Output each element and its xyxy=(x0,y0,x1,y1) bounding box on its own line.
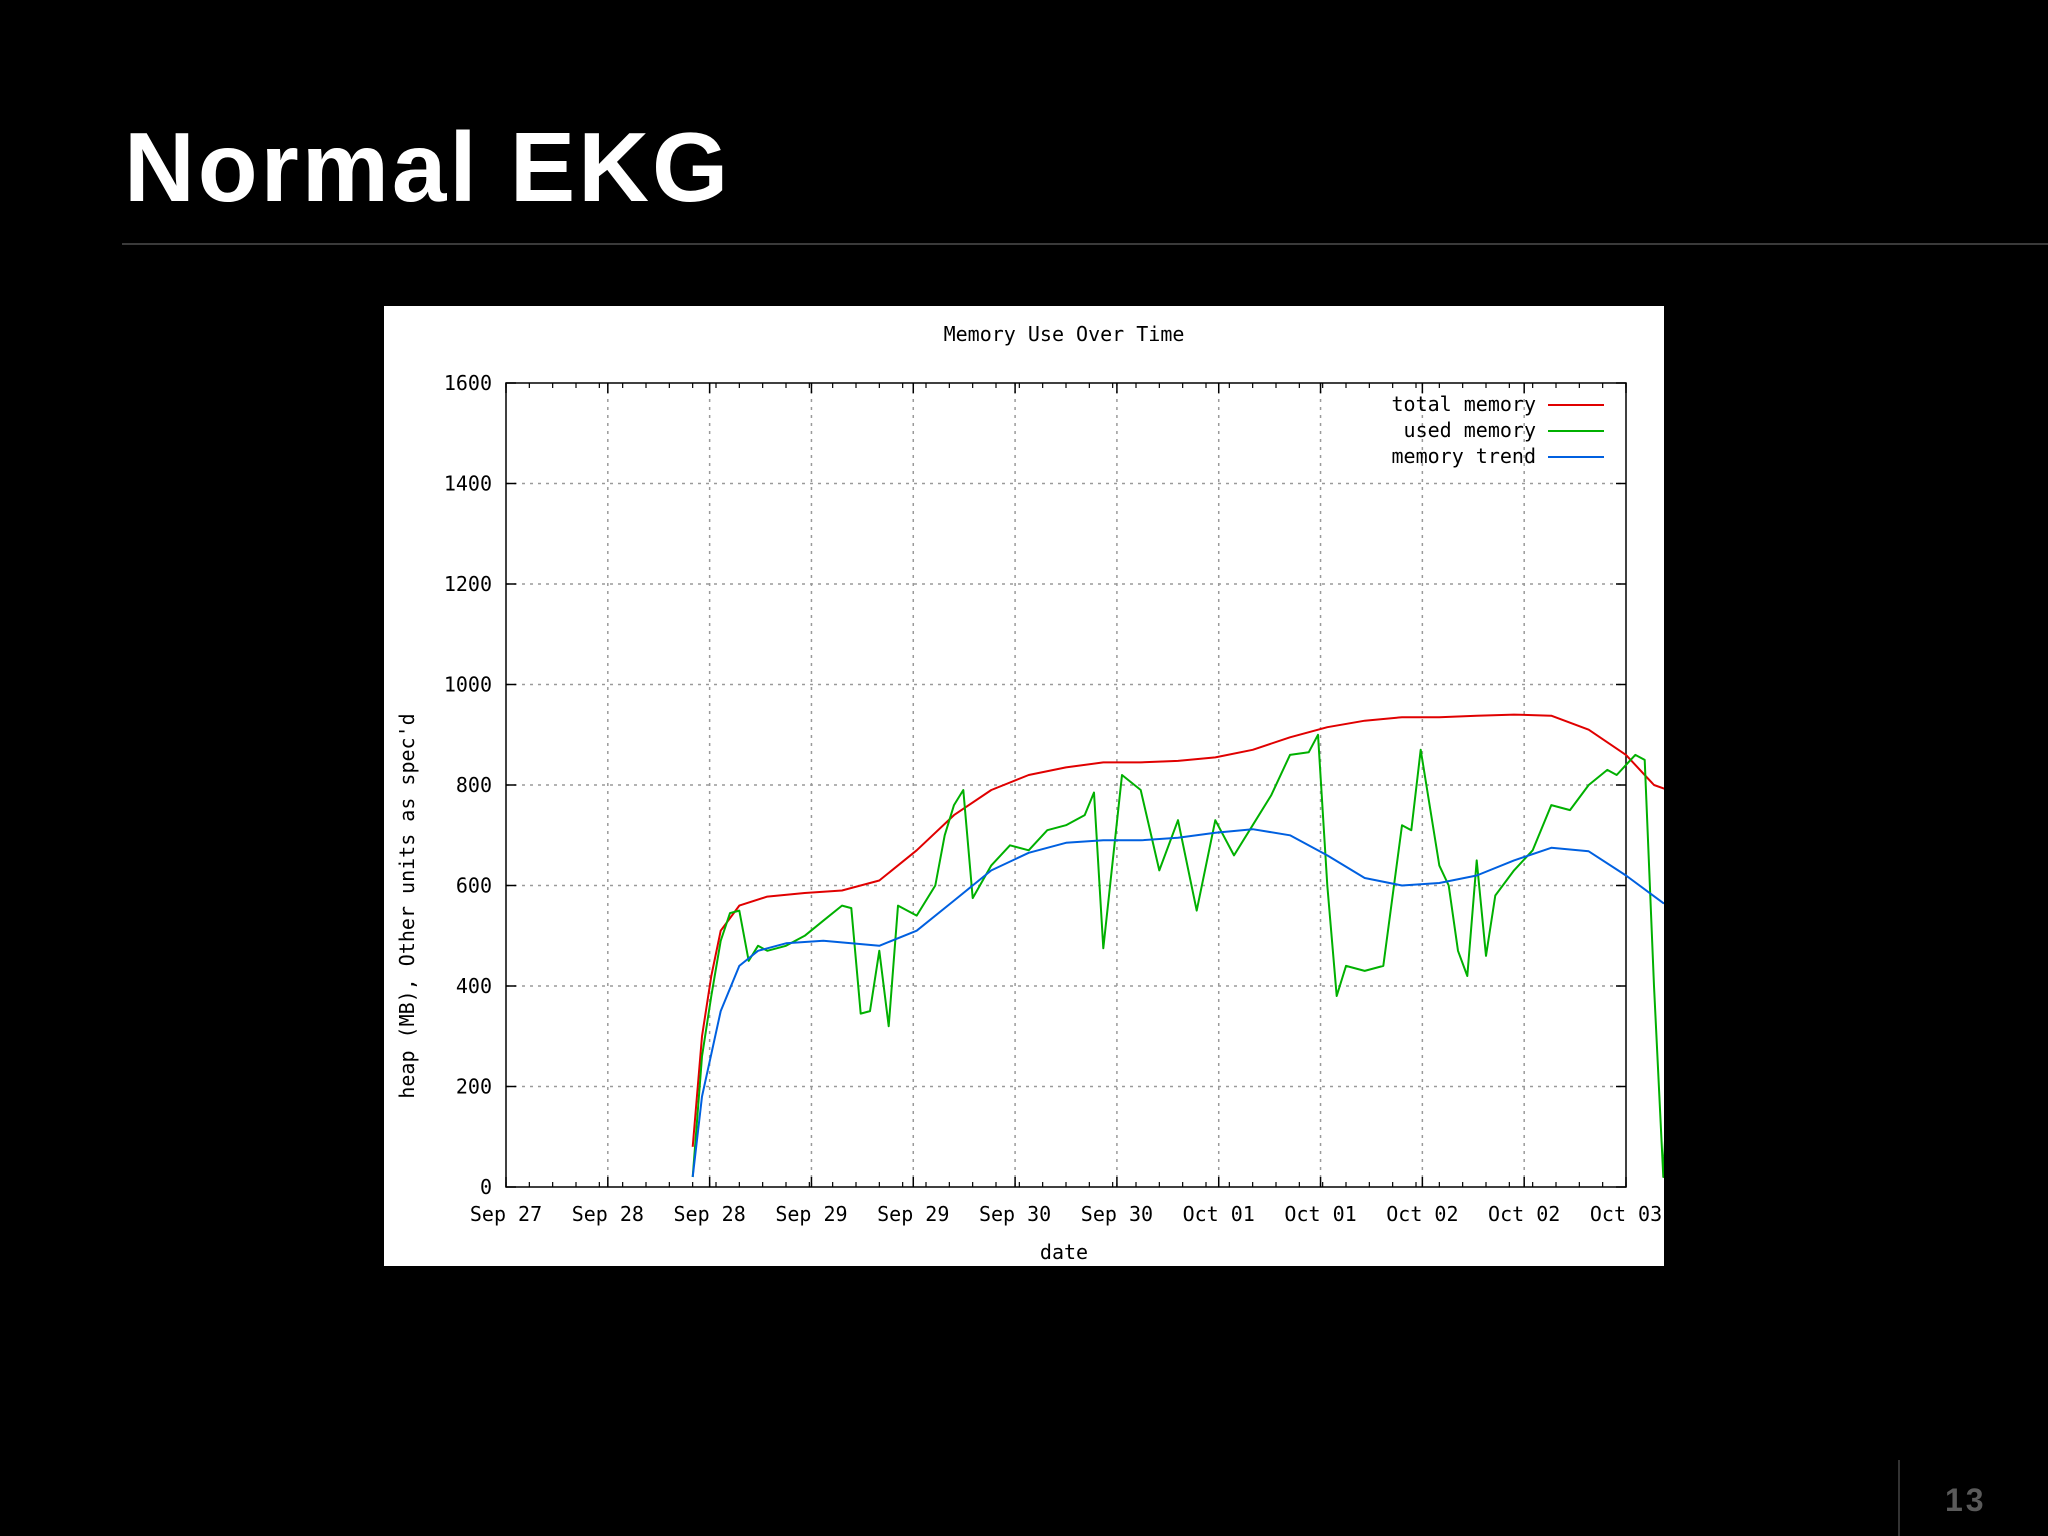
x-tick-label: Sep 27 xyxy=(470,1202,542,1226)
x-tick-label: Oct 03 xyxy=(1590,1202,1662,1226)
x-tick-label: Oct 02 xyxy=(1386,1202,1458,1226)
legend-label: used memory xyxy=(1404,418,1536,442)
y-tick-label: 800 xyxy=(456,773,492,797)
chart-svg: Memory Use Over Time date heap (MB), Oth… xyxy=(395,322,1664,1264)
x-tick-label: Sep 28 xyxy=(572,1202,644,1226)
x-tick-label: Sep 30 xyxy=(979,1202,1051,1226)
y-tick-label: 1000 xyxy=(444,673,492,697)
y-tick-label: 1200 xyxy=(444,572,492,596)
title-divider xyxy=(122,243,2048,245)
y-tick-label: 0 xyxy=(480,1175,492,1199)
y-tick-label: 1400 xyxy=(444,472,492,496)
x-tick-label: Sep 28 xyxy=(674,1202,746,1226)
y-tick-label: 200 xyxy=(456,1075,492,1099)
slide-title: Normal EKG xyxy=(124,112,732,222)
x-tick-label: Oct 01 xyxy=(1183,1202,1255,1226)
series-line-total-memory xyxy=(691,713,1664,1147)
page-divider xyxy=(1898,1460,1900,1536)
x-tick-label: Sep 29 xyxy=(877,1202,949,1226)
chart-title: Memory Use Over Time xyxy=(944,322,1185,346)
y-tick-label: 1600 xyxy=(444,371,492,395)
y-tick-label: 600 xyxy=(456,874,492,898)
y-axis-label: heap (MB), Other units as spec'd xyxy=(395,713,419,1098)
series-layer xyxy=(691,713,1664,1178)
page-number: 13 xyxy=(1945,1482,1987,1518)
series-line-used-memory xyxy=(691,733,1664,1178)
legend-label: total memory xyxy=(1392,392,1537,416)
plot-frame xyxy=(505,382,1627,1188)
x-axis-label: date xyxy=(1040,1240,1088,1264)
axes: 0 200 400 600 800 1000 1200 1400 1600 Sep 27 Sep 2… xyxy=(444,371,1662,1226)
x-tick-label: Sep 30 xyxy=(1081,1202,1153,1226)
legend-label: memory trend xyxy=(1392,444,1537,468)
series-line-memory-trend xyxy=(691,828,1664,1178)
x-tick-label: Oct 02 xyxy=(1488,1202,1560,1226)
x-tick-label: Oct 01 xyxy=(1284,1202,1356,1226)
y-tick-label: 400 xyxy=(456,974,492,998)
x-tick-label: Sep 29 xyxy=(775,1202,847,1226)
grid xyxy=(506,383,1626,1187)
chart-panel: Memory Use Over Time date heap (MB), Oth… xyxy=(384,306,1664,1266)
